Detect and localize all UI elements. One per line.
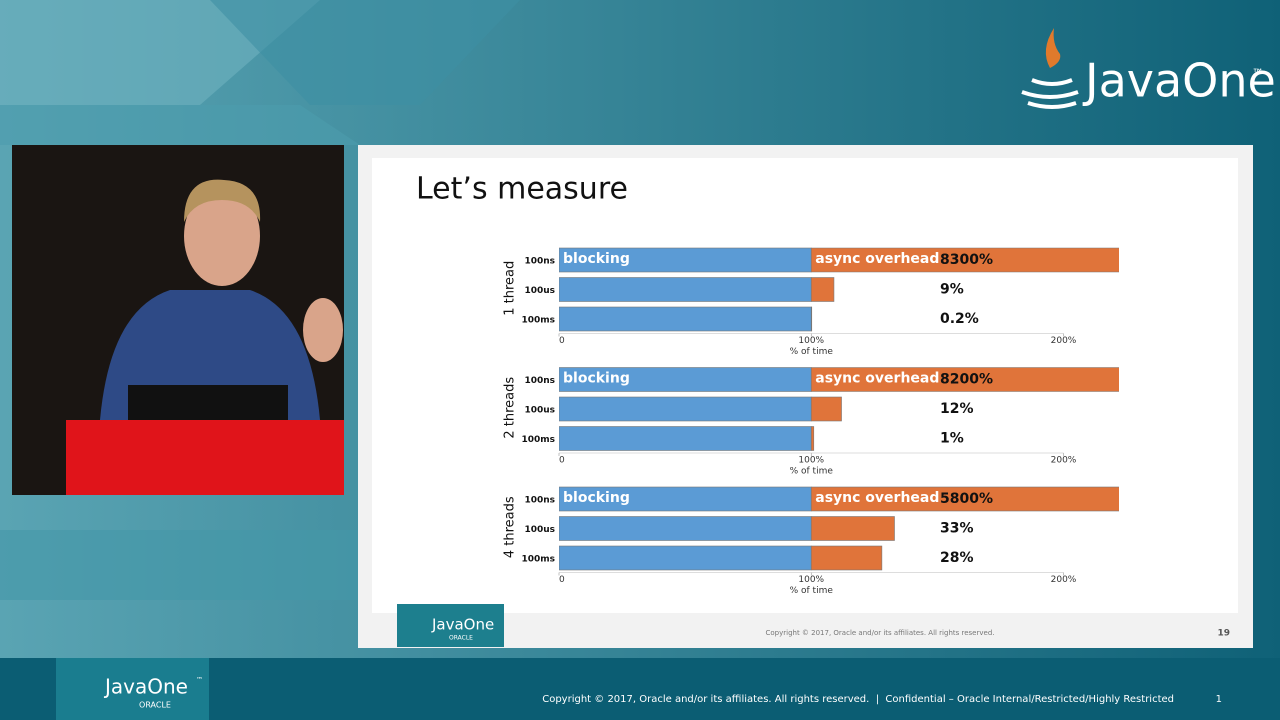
category-label: 100ms: [521, 316, 555, 326]
series-label: blocking: [563, 371, 630, 387]
slide-logo: [397, 604, 504, 647]
bar-segment: [559, 396, 812, 422]
bar-segment: [559, 545, 812, 571]
chart: 0 100% 200% % of time 4 threads 100ns blocking…: [503, 486, 1119, 596]
bar-segment: [559, 247, 812, 273]
brand-name: JavaOne: [1082, 54, 1276, 108]
category-label: 100ns: [524, 376, 555, 386]
chart: 0 100% 200% % of time 2 threads 100ns blocking…: [503, 367, 1119, 477]
x-tick-label: 200%: [1051, 575, 1077, 585]
x-tick-label: 100%: [798, 575, 824, 585]
category-label: 100us: [524, 406, 555, 416]
value-label: 0.2%: [940, 311, 979, 327]
category-label: 100ms: [521, 555, 555, 565]
bars: [559, 486, 1119, 571]
category-label: 100ns: [524, 496, 555, 506]
y-axis-label: 1 thread: [503, 261, 518, 316]
bg-shape: [210, 0, 520, 105]
series-label: async overhead: [815, 371, 939, 387]
series-label: async overhead: [815, 251, 939, 267]
value-label: 12%: [940, 401, 974, 417]
speaker-hair: [184, 179, 261, 222]
logo-cup: [1021, 78, 1079, 109]
bar-segment: [810, 486, 1119, 512]
bar-segment: [810, 396, 842, 422]
x-tick-label: 200%: [1051, 456, 1077, 466]
podium: [66, 420, 344, 495]
x-tick-label: 0: [559, 575, 565, 585]
speaker-hand: [303, 298, 343, 362]
slide-logo-company: ORACLE: [449, 635, 473, 642]
bar-segment: [810, 426, 815, 451]
x-tick-label: 100%: [798, 336, 824, 346]
bar-segment: [810, 516, 895, 541]
footer-logo-name: JavaOne: [103, 675, 188, 699]
footer-bar: [0, 658, 1280, 720]
bg-shape: [0, 530, 360, 600]
series-label: blocking: [563, 490, 630, 506]
bars: [559, 247, 1119, 332]
value-label: 1%: [940, 431, 964, 447]
footer-logo-tm: ™: [196, 676, 203, 684]
slide-page: 19: [1217, 629, 1230, 639]
value-label: 33%: [940, 521, 974, 537]
slide-title: Let’s measure: [416, 172, 628, 207]
value-label: 9%: [940, 282, 964, 298]
x-tick-label: 100%: [798, 456, 824, 466]
series-label: async overhead: [815, 490, 939, 506]
category-label: 100us: [524, 286, 555, 296]
value-label: 28%: [940, 550, 974, 566]
x-axis-label: % of time: [790, 467, 834, 477]
value-label: 8200%: [940, 372, 993, 388]
footer-text: Copyright © 2017, Oracle and/or its affi…: [542, 694, 1174, 705]
footer-logo-company: ORACLE: [139, 701, 171, 710]
logo-flame: [1045, 28, 1061, 68]
category-label: 100ns: [524, 257, 555, 267]
bar-segment: [810, 545, 883, 571]
value-label: 5800%: [940, 491, 993, 507]
slide-logo-name: JavaOne: [431, 616, 494, 634]
bar-segment: [810, 306, 813, 332]
bars: [559, 367, 1119, 451]
speaker-video: [12, 145, 344, 495]
brand-logo: JavaOne ™: [1021, 28, 1276, 109]
bar-segment: [559, 516, 812, 541]
bar-segment: [810, 367, 1119, 392]
chart: 0 100% 200% % of time 1 thread 100ns blocking 8…: [503, 247, 1119, 357]
bg-shape: [0, 105, 360, 145]
x-tick-label: 0: [559, 336, 565, 346]
y-axis-label: 4 threads: [503, 496, 518, 558]
x-axis-label: % of time: [790, 586, 834, 596]
x-tick-label: 0: [559, 456, 565, 466]
category-label: 100ms: [521, 435, 555, 445]
bar-segment: [559, 426, 812, 451]
bar-segment: [810, 247, 1119, 273]
bar-segment: [559, 306, 812, 332]
footer-logo: [56, 658, 209, 720]
slide-copyright: Copyright © 2017, Oracle and/or its affi…: [766, 629, 995, 637]
laptop: [128, 385, 288, 425]
footer-page: 1: [1216, 694, 1222, 705]
brand-tm: ™: [1252, 67, 1264, 81]
series-label: blocking: [563, 251, 630, 267]
x-axis-label: % of time: [790, 347, 834, 357]
y-axis-label: 2 threads: [503, 377, 518, 439]
x-tick-label: 200%: [1051, 336, 1077, 346]
speaker-head: [184, 186, 260, 286]
bar-segment: [810, 277, 835, 302]
category-label: 100us: [524, 525, 555, 535]
bar-segment: [559, 367, 812, 392]
value-label: 8300%: [940, 252, 993, 268]
bar-segment: [559, 277, 812, 302]
